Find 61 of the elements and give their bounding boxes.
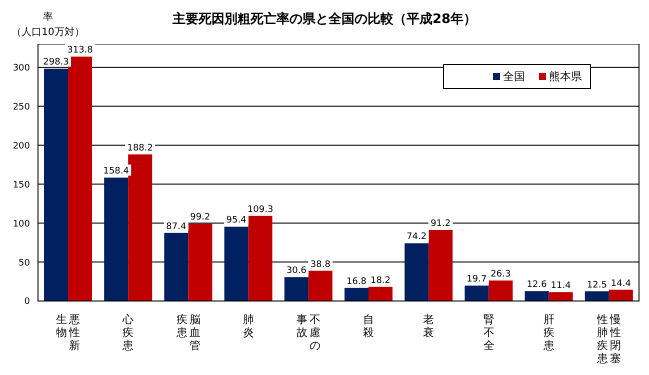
data-label: 19.7 — [466, 274, 487, 285]
bar — [428, 230, 453, 301]
x-tick-label: 自殺 — [363, 313, 374, 339]
data-label: 109.3 — [247, 204, 274, 215]
data-label: 38.8 — [310, 260, 331, 270]
legend-label: 熊本県 — [549, 69, 582, 84]
y-axis-title: 率（人口10万対） — [10, 10, 86, 40]
bar — [68, 56, 92, 301]
bar — [164, 232, 188, 301]
bar — [284, 277, 308, 301]
data-label: 18.2 — [370, 276, 391, 286]
bar — [584, 291, 609, 301]
x-tick-label: 肝疾患 — [542, 313, 554, 352]
bar — [608, 290, 633, 301]
bar — [44, 68, 68, 301]
bar — [104, 178, 128, 301]
x-tick-label: 老衰 — [423, 313, 434, 339]
x-tick-label: 心疾患 — [122, 313, 134, 352]
data-label: 298.3 — [43, 58, 69, 68]
bar — [248, 216, 272, 301]
data-label: 12.5 — [586, 280, 607, 290]
y-tick-label: 100 — [12, 219, 30, 230]
bar — [524, 291, 549, 301]
chart-title: 主要死因別粗死亡率の県と全国の比較（平成28年） — [172, 12, 477, 27]
data-label: 313.8 — [67, 46, 94, 56]
legend-label: 全国 — [503, 69, 525, 84]
data-label: 158.4 — [103, 166, 130, 177]
bar — [488, 280, 513, 301]
bar — [188, 224, 212, 301]
data-label: 188.2 — [127, 143, 153, 154]
x-tick-label: 腎不全 — [483, 313, 494, 352]
x-tick-label: 不慮の事故 — [296, 313, 320, 352]
bar — [464, 286, 489, 301]
bar — [368, 286, 393, 301]
y-tick-label: 50 — [18, 258, 30, 268]
x-tick-label: 悪性新生物 — [56, 313, 80, 352]
data-label: 99.2 — [190, 212, 210, 223]
data-label: 91.2 — [430, 218, 451, 229]
data-label: 74.2 — [406, 232, 427, 242]
data-label: 14.4 — [610, 278, 632, 289]
y-tick-label: 200 — [12, 141, 30, 152]
bar — [404, 243, 429, 301]
x-tick-label: 脳血管疾患 — [175, 313, 200, 352]
bar — [128, 154, 152, 301]
bar — [548, 292, 573, 301]
data-label: 87.4 — [166, 222, 186, 232]
y-tick-label: 250 — [12, 102, 30, 112]
y-tick-label: 300 — [12, 64, 30, 74]
y-tick-label: 0 — [24, 297, 30, 308]
data-label: 12.6 — [526, 280, 548, 290]
x-tick-label: 肺炎 — [242, 313, 254, 339]
bar — [308, 270, 332, 301]
data-label: 26.3 — [490, 270, 511, 280]
data-label: 95.4 — [226, 216, 247, 226]
y-tick-label: 150 — [12, 180, 30, 190]
bar — [224, 226, 248, 301]
data-label: 11.4 — [550, 281, 572, 292]
data-label: 16.8 — [346, 276, 367, 287]
category-label: 慢性閉塞性肺疾患 — [596, 313, 621, 365]
data-label: 30.6 — [286, 266, 307, 276]
bar — [344, 288, 369, 301]
